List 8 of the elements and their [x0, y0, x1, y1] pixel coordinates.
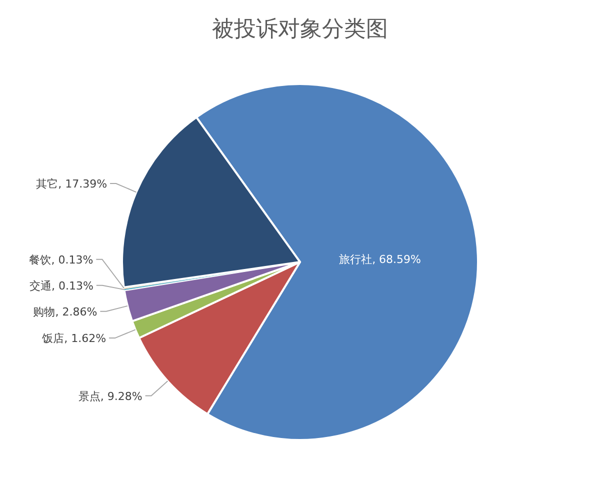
slice-label: 交通, 0.13% [29, 279, 94, 292]
slice-label: 饭店, 1.62% [41, 332, 106, 346]
slice-label: 购物, 2.86% [33, 305, 98, 318]
slice-label: 景点, 9.28% [78, 390, 142, 403]
chart-title: 被投诉对象分类图 [212, 17, 388, 42]
slice-label: 其它, 17.39% [36, 178, 108, 191]
slice-label: 旅行社, 68.59% [339, 253, 422, 266]
slice-label: 餐饮, 0.13% [29, 253, 94, 266]
